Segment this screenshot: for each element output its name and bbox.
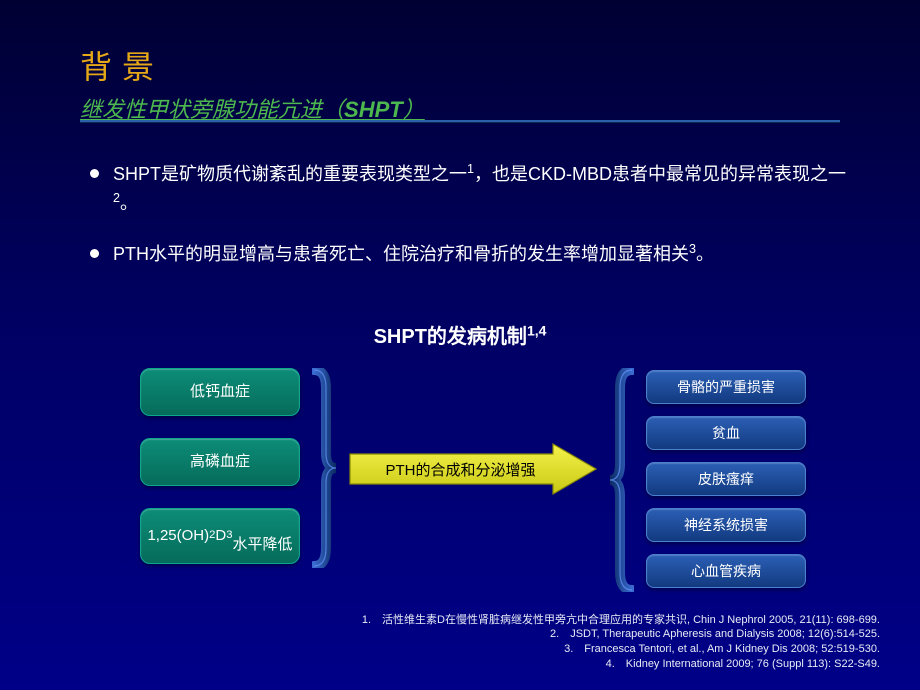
- title-sub-shpt: SHPT: [344, 97, 403, 122]
- right-node: 神经系统损害: [646, 508, 806, 542]
- title-main: 背景: [80, 42, 425, 88]
- diagram-left-column: 低钙血症 高磷血症 1,25(OH)2D3水平降低: [140, 368, 300, 586]
- right-node: 贫血: [646, 416, 806, 450]
- references: 1. 活性维生素D在慢性肾脏病继发性甲旁亢中合理应用的专家共识, Chin J …: [362, 613, 880, 672]
- title-sub-prefix: 继发性甲状旁腺功能亢进（: [80, 97, 344, 122]
- right-node: 心血管疾病: [646, 554, 806, 588]
- reference-line: 3. Francesca Tentori, et al., Am J Kidne…: [362, 642, 880, 657]
- diagram-right-column: 骨骼的严重损害 贫血 皮肤瘙痒 神经系统损害 心血管疾病: [646, 370, 806, 600]
- left-node: 高磷血症: [140, 438, 300, 486]
- diagram-title: SHPT的发病机制1,4: [0, 320, 920, 349]
- slide: 背景 继发性甲状旁腺功能亢进（SHPT） SHPT是矿物质代谢紊乱的重要表现类型…: [0, 0, 920, 690]
- left-node: 1,25(OH)2D3水平降低: [140, 508, 300, 564]
- bullet-list: SHPT是矿物质代谢紊乱的重要表现类型之一1，也是CKD-MBD患者中最常见的异…: [90, 160, 850, 291]
- center-arrow: PTH的合成和分泌增强: [348, 442, 598, 496]
- arrow-label: PTH的合成和分泌增强: [348, 442, 573, 496]
- right-node: 骨骼的严重损害: [646, 370, 806, 404]
- right-node: 皮肤瘙痒: [646, 462, 806, 496]
- left-node: 低钙血症: [140, 368, 300, 416]
- bullet-item: SHPT是矿物质代谢紊乱的重要表现类型之一1，也是CKD-MBD患者中最常见的异…: [90, 160, 850, 218]
- bullet-item: PTH水平的明显增高与患者死亡、住院治疗和骨折的发生率增加显著相关3。: [90, 240, 850, 269]
- bracket-left-icon: [312, 368, 338, 568]
- title-underline: [80, 120, 840, 123]
- title-block: 背景 继发性甲状旁腺功能亢进（SHPT）: [80, 42, 425, 124]
- bullet-text: SHPT是矿物质代谢紊乱的重要表现类型之一1，也是CKD-MBD患者中最常见的异…: [113, 160, 850, 218]
- reference-line: 2. JSDT, Therapeutic Apheresis and Dialy…: [362, 627, 880, 642]
- reference-line: 1. 活性维生素D在慢性肾脏病继发性甲旁亢中合理应用的专家共识, Chin J …: [362, 613, 880, 628]
- bracket-right-icon: [608, 368, 634, 592]
- reference-line: 4. Kidney International 2009; 76 (Suppl …: [362, 657, 880, 672]
- bullet-dot-icon: [90, 169, 99, 178]
- title-sub-suffix: ）: [403, 97, 425, 122]
- bullet-dot-icon: [90, 249, 99, 258]
- bullet-text: PTH水平的明显增高与患者死亡、住院治疗和骨折的发生率增加显著相关3。: [113, 240, 714, 269]
